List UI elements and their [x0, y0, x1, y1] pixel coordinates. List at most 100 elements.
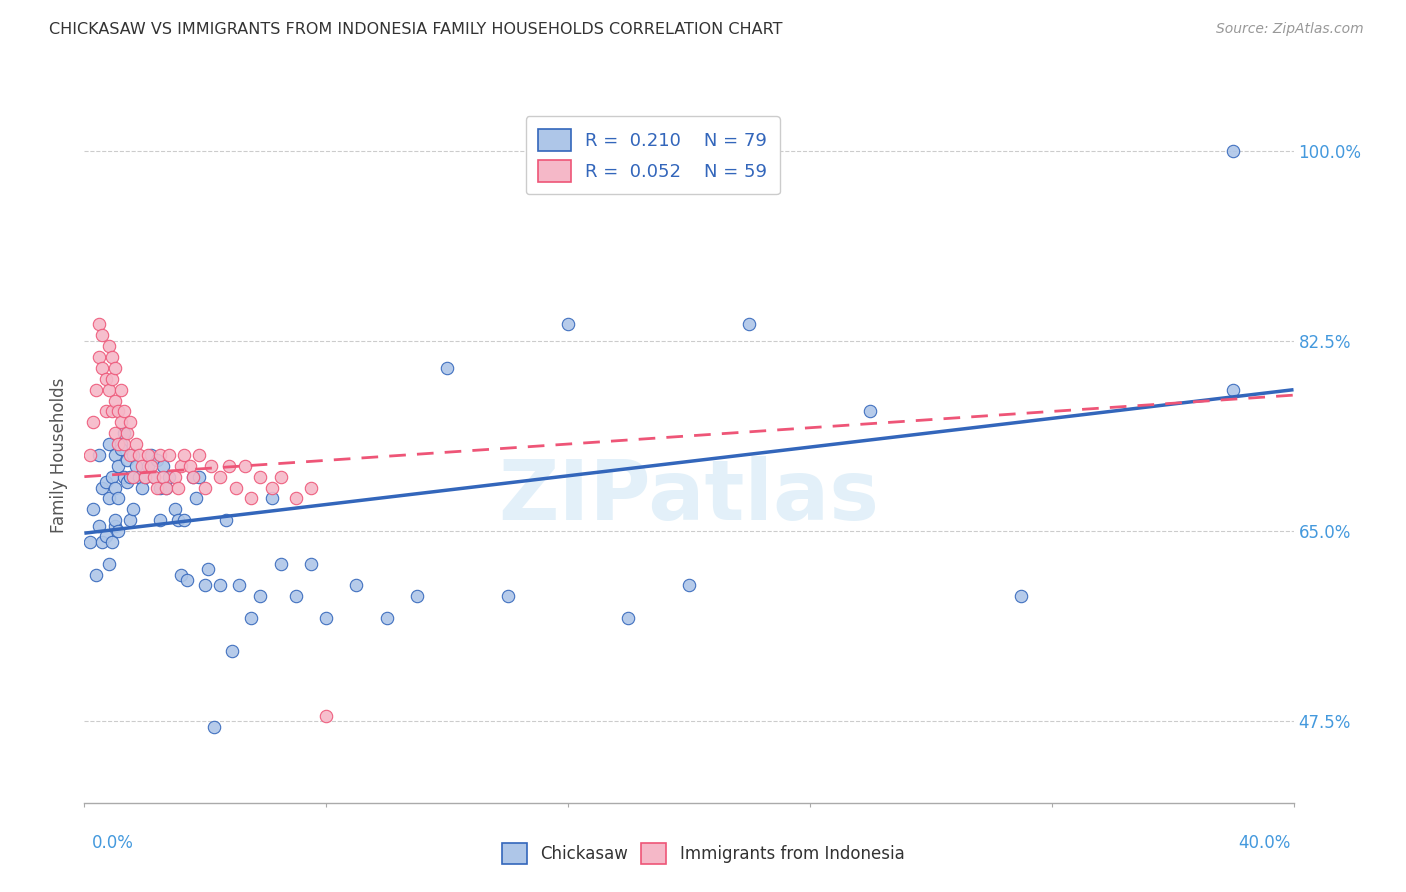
Point — [678, 578, 700, 592]
Point — [1011, 589, 1033, 603]
Point — [104, 393, 127, 408]
Point — [167, 481, 190, 495]
Point — [167, 513, 190, 527]
Point — [436, 361, 458, 376]
Point — [315, 611, 337, 625]
Point — [89, 518, 111, 533]
Text: 0.0%: 0.0% — [91, 834, 134, 852]
Point — [97, 339, 120, 353]
Point — [112, 469, 135, 483]
Point — [249, 469, 271, 483]
Point — [202, 720, 225, 734]
Point — [209, 469, 232, 483]
Point — [157, 469, 180, 483]
Point — [139, 448, 162, 462]
Point — [173, 448, 195, 462]
Point — [1222, 144, 1244, 158]
Point — [115, 426, 138, 441]
Point — [136, 458, 159, 473]
Point — [104, 481, 127, 495]
Point — [110, 437, 132, 451]
Point — [91, 481, 114, 495]
Point — [270, 557, 292, 571]
Point — [97, 437, 120, 451]
Point — [104, 518, 127, 533]
Point — [270, 469, 292, 483]
Point — [121, 469, 143, 483]
Point — [118, 448, 141, 462]
Point — [118, 513, 141, 527]
Point — [125, 437, 148, 451]
Point — [110, 415, 132, 429]
Point — [94, 404, 117, 418]
Point — [260, 491, 283, 506]
Legend: R =  0.210    N = 79, R =  0.052    N = 59: R = 0.210 N = 79, R = 0.052 N = 59 — [526, 116, 780, 194]
Point — [104, 448, 127, 462]
Point — [97, 491, 120, 506]
Point — [179, 458, 201, 473]
Point — [285, 589, 308, 603]
Point — [149, 481, 172, 495]
Point — [181, 469, 204, 483]
Point — [170, 567, 193, 582]
Point — [859, 404, 882, 418]
Point — [221, 643, 243, 657]
Point — [82, 415, 104, 429]
Point — [188, 469, 211, 483]
Point — [107, 524, 129, 538]
Point — [100, 372, 122, 386]
Point — [152, 458, 174, 473]
Point — [157, 448, 180, 462]
Point — [121, 502, 143, 516]
Point — [209, 578, 232, 592]
Point — [121, 448, 143, 462]
Point — [91, 328, 114, 343]
Point — [149, 448, 172, 462]
Point — [128, 469, 150, 483]
Point — [94, 529, 117, 543]
Point — [110, 442, 132, 457]
Point — [215, 513, 238, 527]
Point — [299, 481, 322, 495]
Point — [97, 383, 120, 397]
Point — [155, 481, 177, 495]
Point — [104, 513, 127, 527]
Point — [200, 458, 222, 473]
Point — [181, 469, 204, 483]
Point — [118, 469, 141, 483]
Point — [155, 481, 177, 495]
Point — [112, 437, 135, 451]
Point — [406, 589, 429, 603]
Point — [134, 469, 156, 483]
Point — [118, 415, 141, 429]
Legend: Chickasaw, Immigrants from Indonesia: Chickasaw, Immigrants from Indonesia — [495, 837, 911, 871]
Point — [107, 404, 129, 418]
Point — [249, 589, 271, 603]
Point — [233, 458, 256, 473]
Text: CHICKASAW VS IMMIGRANTS FROM INDONESIA FAMILY HOUSEHOLDS CORRELATION CHART: CHICKASAW VS IMMIGRANTS FROM INDONESIA F… — [49, 22, 783, 37]
Point — [100, 350, 122, 364]
Point — [94, 372, 117, 386]
Point — [375, 611, 398, 625]
Point — [146, 481, 169, 495]
Point — [346, 578, 368, 592]
Point — [79, 535, 101, 549]
Point — [225, 481, 247, 495]
Point — [125, 458, 148, 473]
Point — [94, 475, 117, 489]
Point — [152, 469, 174, 483]
Point — [107, 458, 129, 473]
Point — [128, 448, 150, 462]
Point — [194, 578, 217, 592]
Point — [260, 481, 283, 495]
Point — [100, 535, 122, 549]
Point — [86, 567, 108, 582]
Point — [218, 458, 240, 473]
Point — [100, 404, 122, 418]
Y-axis label: Family Households: Family Households — [51, 377, 69, 533]
Point — [100, 469, 122, 483]
Point — [104, 426, 127, 441]
Point — [142, 469, 165, 483]
Point — [197, 562, 219, 576]
Point — [165, 502, 187, 516]
